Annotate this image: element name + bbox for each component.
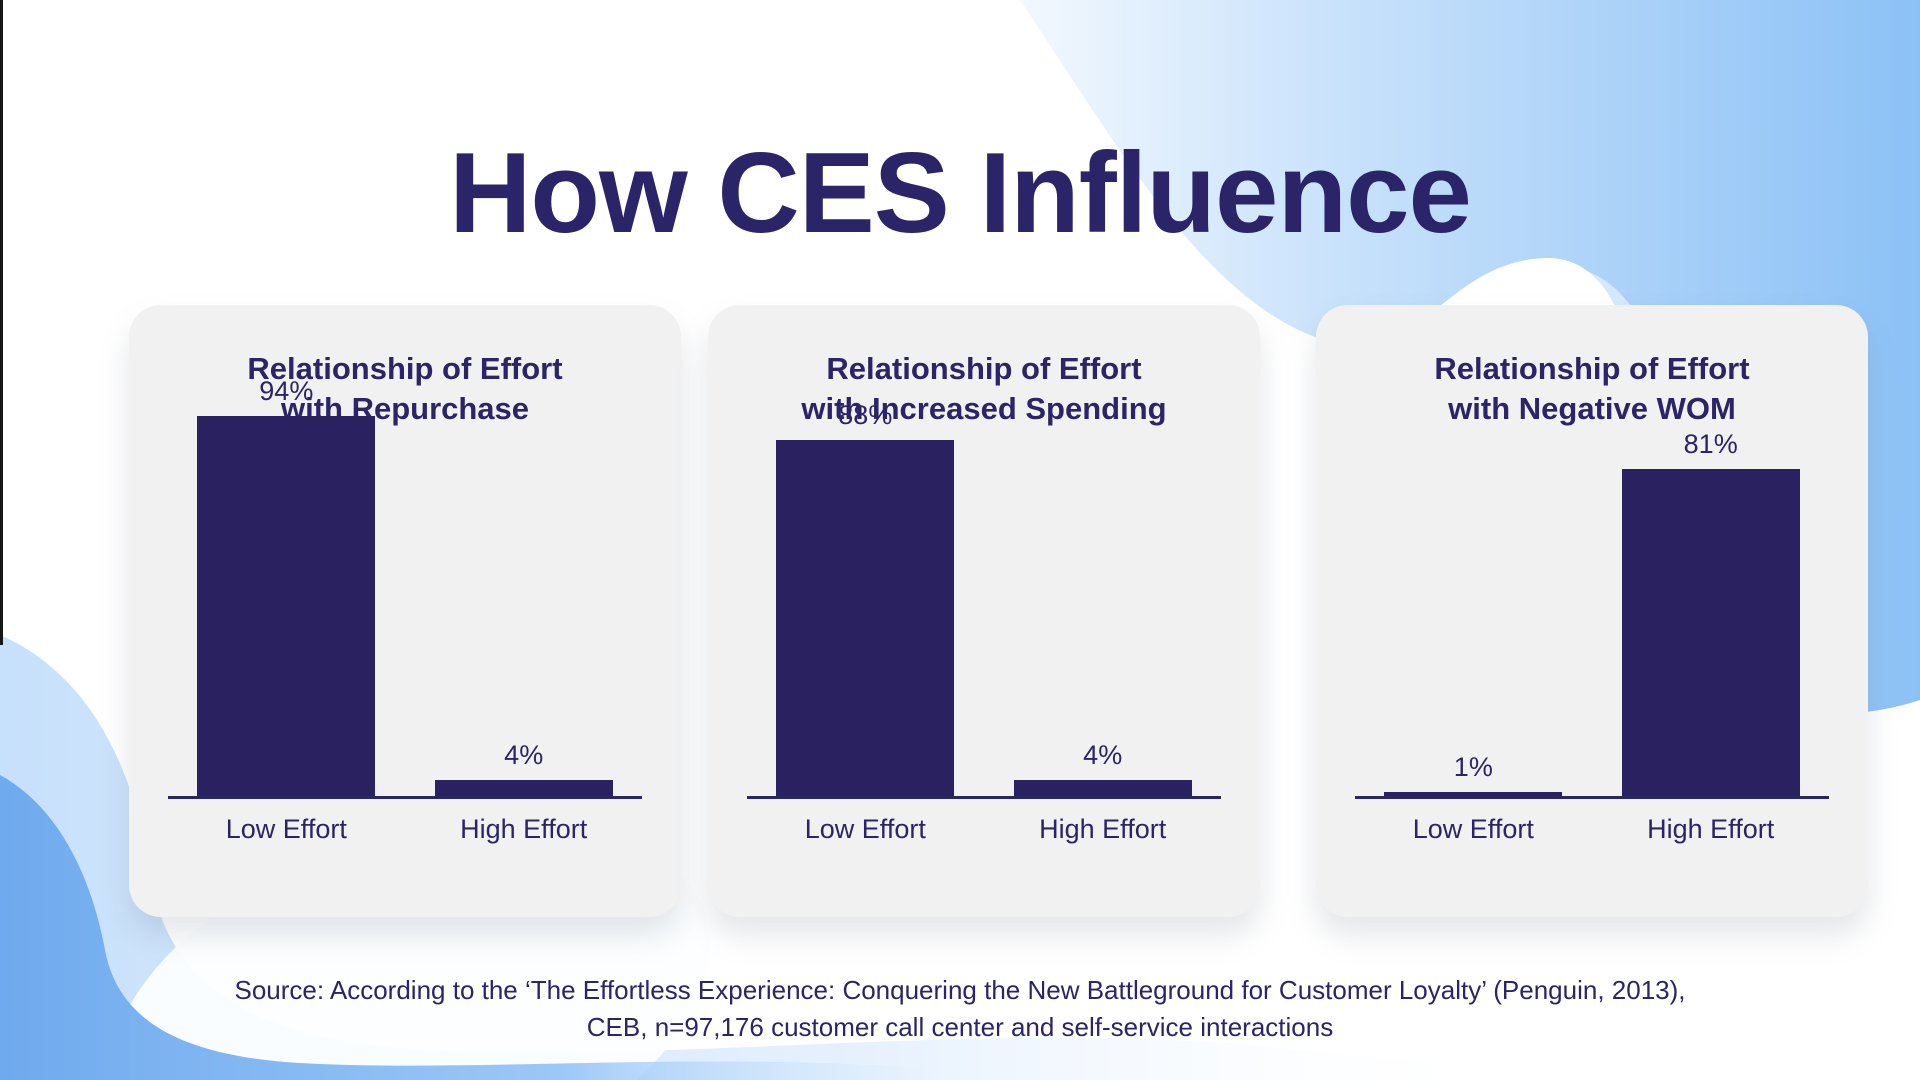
bar-low-effort — [776, 440, 955, 796]
bottom-deep-wave — [0, 775, 1250, 1080]
chart-title-line1: Relationship of Effort — [247, 351, 563, 386]
bar-high-effort — [1013, 780, 1192, 796]
bar-group-low-effort: 1% — [1355, 752, 1592, 796]
bar-group-low-effort: 94% — [168, 376, 405, 796]
category-label-low-effort: Low Effort — [225, 814, 347, 844]
left-edge-mark — [0, 0, 3, 645]
source-line1: Source: According to the ‘The Effortless… — [234, 975, 1686, 1005]
bar-high-effort — [434, 780, 613, 796]
bar-group-high-effort: 4% — [984, 740, 1221, 796]
value-label: 1% — [1453, 752, 1493, 782]
x-axis-line — [746, 796, 1222, 799]
x-axis-line — [1354, 796, 1830, 799]
value-label: 94% — [259, 376, 314, 406]
chart-title-line2: with Increased Spending — [801, 390, 1167, 426]
source-line2: CEB, n=97,176 customer call center and s… — [586, 1011, 1334, 1042]
value-label: 4% — [504, 740, 544, 770]
chart-card-negative-wom: Relationship of Effort with Negative WOM… — [1316, 305, 1868, 917]
value-label: 81% — [1683, 429, 1738, 459]
bar-low-effort — [197, 416, 376, 796]
bar-high-effort — [1621, 469, 1800, 796]
category-label-high-effort: High Effort — [1039, 814, 1167, 844]
category-label-low-effort: Low Effort — [804, 814, 926, 844]
source-citation: Source: According to the ‘The Effortless… — [0, 972, 1920, 1046]
category-label-low-effort: Low Effort — [1412, 814, 1534, 844]
chart-title: Relationship of Effort with Increased Sp… — [708, 349, 1260, 428]
chart-title: Relationship of Effort with Negative WOM — [1316, 349, 1868, 428]
value-label: 88% — [838, 400, 893, 430]
chart-title-line1: Relationship of Effort — [826, 351, 1142, 386]
chart-title: Relationship of Effort with Repurchase — [129, 349, 681, 428]
value-label: 4% — [1083, 740, 1123, 770]
bar-chart: 88% 4% Low Effort High Effort — [746, 400, 1222, 845]
category-label-high-effort: High Effort — [460, 814, 588, 844]
page-title: How CES Influence — [449, 130, 1472, 257]
chart-title-line2: with Negative WOM — [1448, 390, 1736, 426]
chart-title-line1: Relationship of Effort — [1434, 351, 1750, 386]
bar-group-high-effort: 81% — [1592, 429, 1829, 796]
bar-group-low-effort: 88% — [747, 400, 984, 796]
bar-group-high-effort: 4% — [405, 740, 642, 796]
x-axis-line — [167, 796, 643, 799]
chart-card-repurchase: Relationship of Effort with Repurchase 9… — [129, 305, 681, 917]
chart-card-increased-spending: Relationship of Effort with Increased Sp… — [708, 305, 1260, 917]
bar-chart: 1% 81% Low Effort High Effort — [1354, 429, 1830, 845]
category-label-high-effort: High Effort — [1647, 814, 1775, 844]
bar-chart: 94% 4% Low Effort High Effort — [167, 376, 643, 845]
bar-low-effort — [1384, 792, 1563, 796]
